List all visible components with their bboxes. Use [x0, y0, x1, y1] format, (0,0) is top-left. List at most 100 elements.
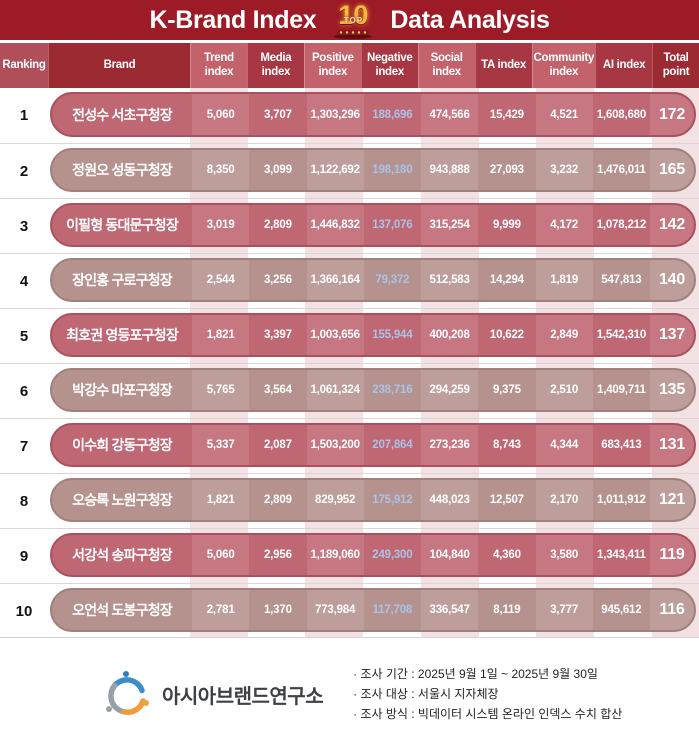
ai-index-value: 1,476,011	[597, 164, 646, 176]
note-subject: · 조사 대상 : 서울시 지자체장	[353, 687, 499, 701]
trend-index-value: 5,060	[192, 535, 250, 575]
ai-index-value: 1,343,411	[597, 549, 646, 561]
total-point: 121	[650, 480, 694, 520]
positive-index-value: 1,446,832	[306, 205, 364, 245]
negative-index-value: 117,708	[372, 604, 413, 616]
asia-brand-institute-logo-icon	[106, 671, 149, 715]
header-row: Ranking Brand Trend index Media index Positi…	[0, 43, 699, 88]
column-header: Trend index	[190, 43, 247, 88]
podium-icon	[334, 30, 373, 39]
total-point: 135	[650, 370, 694, 410]
rank-cell: 3	[19, 217, 29, 235]
ai-index-value: 683,413	[601, 439, 642, 451]
media-index-value: 3,256	[263, 274, 292, 286]
rank-cell: 4	[19, 272, 29, 290]
negative-index-value: 249,300	[372, 549, 413, 561]
table-row: 3 이필형 동대문구청장 3,019 2,809 1,446,832 137,0…	[0, 198, 699, 253]
social-index-value: 474,566	[421, 94, 479, 135]
media-index-value: 1,370	[263, 604, 292, 616]
total-point: 142	[650, 205, 694, 245]
top10-trophy-icon: 10 TOP	[330, 0, 376, 40]
positive-index-value: 1,366,164	[306, 260, 364, 300]
ta-index-value: 8,119	[493, 604, 521, 616]
ai-index-value: 945,612	[601, 604, 642, 616]
column-header: Social index	[417, 43, 475, 88]
total-point: 137	[650, 315, 694, 355]
social-index-value: 336,547	[421, 590, 479, 630]
ai-index-value: 1,011,912	[597, 494, 646, 506]
rank-cell: 1	[19, 107, 29, 124]
social-index-value: 943,888	[421, 150, 479, 190]
footer: 아시아브랜드연구소 · 조사 기간 : 2025년 9월 1일 ~ 2025년 …	[0, 638, 699, 724]
brand-pill: 최호권 영등포구청장 1,821 3,397 1,003,656 155,944…	[50, 313, 696, 357]
brand-pill: 이수희 강동구청장 5,337 2,087 1,503,200 207,864 …	[50, 423, 696, 467]
rank-cell: 6	[19, 382, 29, 400]
total-point: 165	[650, 150, 694, 190]
trend-index-value: 3,019	[192, 205, 250, 245]
ta-index-value: 12,507	[489, 494, 524, 506]
positive-index-value: 1,122,692	[306, 150, 364, 190]
social-index-value: 448,023	[421, 480, 479, 520]
social-index-value: 315,254	[421, 205, 479, 245]
table-row: 1 전성수 서초구청장 5,060 3,707 1,303,296 188,69…	[0, 88, 699, 143]
column-header: TA index	[474, 43, 532, 88]
brand-pill: 이필형 동대문구청장 3,019 2,809 1,446,832 137,076…	[50, 203, 696, 247]
table-row: 5 최호권 영등포구청장 1,821 3,397 1,003,656 155,9…	[0, 308, 699, 363]
positive-index-value: 1,303,296	[306, 94, 364, 135]
social-index-value: 512,583	[421, 260, 479, 300]
media-index-value: 3,099	[263, 164, 292, 176]
negative-index-value: 175,912	[372, 494, 413, 506]
negative-index-value: 79,372	[375, 274, 410, 286]
ta-index-value: 9,375	[492, 384, 521, 396]
ta-index-value: 15,429	[489, 108, 524, 121]
badge-number: 10	[338, 0, 369, 30]
ai-index-value: 1,608,680	[596, 108, 647, 121]
positive-index-value: 1,061,324	[306, 370, 364, 410]
logo-text: 아시아브랜드연구소	[162, 685, 324, 708]
brand-pill: 서강석 송파구청장 5,060 2,956 1,189,060 249,300 …	[50, 533, 696, 577]
column-header: Negative index	[360, 43, 418, 88]
community-index-value: 2,849	[535, 315, 593, 355]
negative-index-value: 238,716	[372, 384, 413, 396]
brand-name: 정원오 성동구청장	[72, 162, 173, 178]
table-row: 4 장인홍 구로구청장 2,544 3,256 1,366,164 79,372…	[0, 253, 699, 308]
media-index-value: 3,564	[263, 384, 292, 396]
total-point: 116	[650, 590, 694, 630]
community-index-value: 4,521	[535, 94, 593, 135]
media-index-value: 2,809	[263, 219, 292, 231]
negative-index-value: 188,696	[372, 108, 413, 121]
brand-pill: 장인홍 구로구청장 2,544 3,256 1,366,164 79,372 5…	[50, 258, 696, 302]
rank-cell: 10	[15, 602, 33, 620]
brand-name: 장인홍 구로구청장	[72, 272, 173, 288]
community-index-value: 3,232	[535, 150, 593, 190]
media-index-value: 3,397	[263, 329, 292, 341]
community-index-value: 4,344	[535, 425, 593, 465]
table-body: 1 전성수 서초구청장 5,060 3,707 1,303,296 188,69…	[0, 88, 699, 638]
title-right: Data Analysis	[390, 5, 550, 34]
positive-index-value: 1,003,656	[306, 315, 364, 355]
column-header: Ranking	[0, 43, 48, 88]
brand-pill: 오승록 노원구청장 1,821 2,809 829,952 175,912 44…	[50, 478, 696, 522]
positive-index-value: 773,984	[306, 590, 364, 630]
total-point: 172	[650, 94, 694, 135]
table-row: 6 박강수 마포구청장 5,765 3,564 1,061,324 238,71…	[0, 363, 699, 418]
ai-index-value: 1,542,310	[596, 329, 647, 341]
survey-notes: · 조사 기간 : 2025년 9월 1일 ~ 2025년 9월 30일 · 조…	[353, 664, 622, 724]
trend-index-value: 1,821	[192, 315, 250, 355]
total-point: 131	[650, 425, 694, 465]
ta-index-value: 8,743	[492, 439, 521, 451]
brand-pill: 전성수 서초구청장 5,060 3,707 1,303,296 188,696 …	[50, 92, 696, 137]
brand-name: 박강수 마포구청장	[72, 382, 173, 398]
table-row: 9 서강석 송파구청장 5,060 2,956 1,189,060 249,30…	[0, 528, 699, 583]
media-index-value: 2,087	[263, 439, 292, 451]
brand-pill: 정원오 성동구청장 8,350 3,099 1,122,692 198,180 …	[50, 148, 696, 192]
brand-name: 오언석 도봉구청장	[72, 602, 173, 618]
brand-name: 서강석 송파구청장	[72, 547, 173, 563]
community-index-value: 3,580	[535, 535, 593, 575]
table-row: 10 오언석 도봉구청장 2,781 1,370 773,984 117,708…	[0, 583, 699, 638]
table-row: 2 정원오 성동구청장 8,350 3,099 1,122,692 198,18…	[0, 143, 699, 198]
trend-index-value: 5,060	[192, 94, 250, 135]
negative-index-value: 137,076	[372, 219, 413, 231]
column-header: Community index	[531, 43, 596, 88]
